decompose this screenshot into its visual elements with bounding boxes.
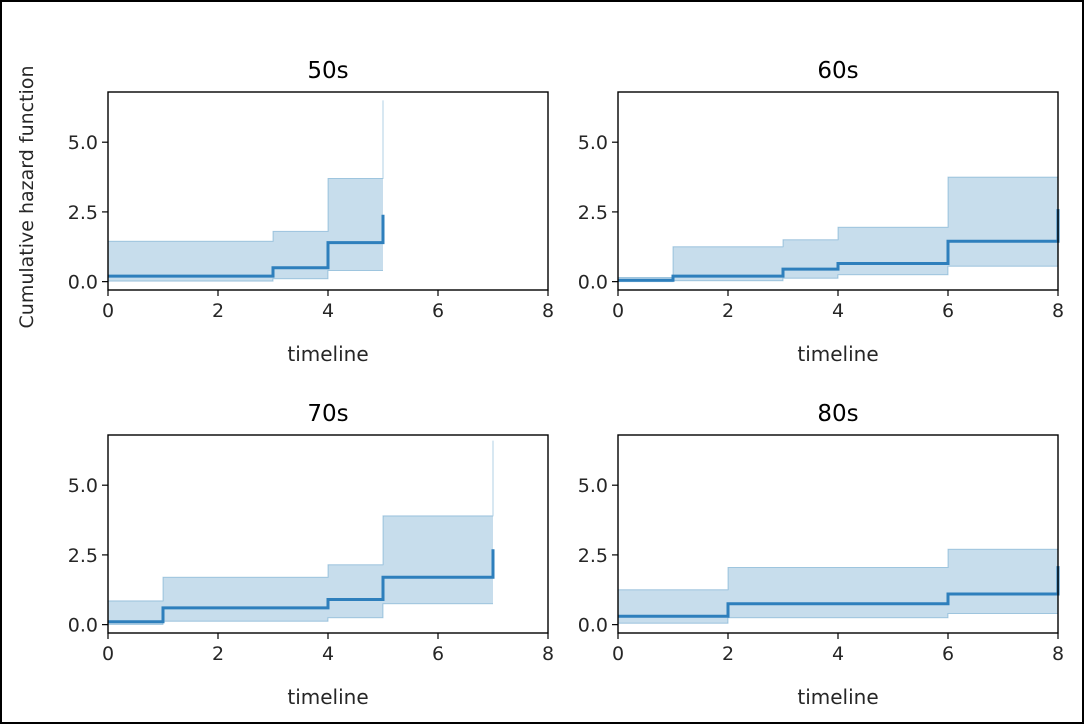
x-tick-label: 4 [322,300,334,322]
subplot-50s: 0 2 4 6 8 0.0 2.5 5.0 50s timeline [68,58,554,366]
x-tick-label: 0 [612,300,624,322]
x-tick-label: 0 [612,643,624,665]
subplot-70s: 0 2 4 6 8 0.0 2.5 5.0 70s timeline [68,401,554,709]
x-tick-label: 6 [432,300,444,322]
x-axis-label: timeline [797,342,878,366]
hazard-line [618,209,1060,282]
subplot-title: 70s [307,401,348,427]
y-tick-label: 0.0 [68,272,98,294]
ci-band [108,100,383,282]
x-tick-label: 4 [832,643,844,665]
subplot-60s: 0 2 4 6 8 0.0 2.5 5.0 60s timeline [578,58,1064,366]
x-tick-label: 8 [542,643,554,665]
x-tick-label: 4 [322,643,334,665]
ci-upper-edge [618,548,1058,591]
y-tick-label: 5.0 [578,132,608,154]
x-axis-label: timeline [287,342,368,366]
x-tick-label: 8 [1052,300,1064,322]
hazard-line [108,549,495,624]
ci-lower-edge [618,613,1058,624]
ci-lower-edge [108,603,493,625]
y-tick-label: 2.5 [68,202,98,224]
x-tick-label: 4 [832,300,844,322]
y-tick-label: 5.0 [68,475,98,497]
x-tick-label: 8 [542,300,554,322]
y-tick-label: 0.0 [578,272,608,294]
subplot-title: 60s [817,58,858,84]
x-tick-label: 6 [942,300,954,322]
x-tick-label: 2 [212,300,224,322]
y-tick-label: 2.5 [578,545,608,567]
hazard-line [108,214,385,278]
subplots: 0 2 4 6 8 0.0 2.5 5.0 50s timeline 0 2 4 6 8 0.0 2.5 5.0 6… [68,58,1064,709]
ci-upper-edge [108,440,494,602]
y-tick-label: 0.0 [578,615,608,637]
x-axis-label: timeline [797,685,878,709]
x-tick-label: 0 [102,300,114,322]
x-tick-label: 2 [722,300,734,322]
y-tick-label: 5.0 [578,475,608,497]
x-tick-label: 6 [942,643,954,665]
y-tick-label: 2.5 [68,545,98,567]
x-axis-label: timeline [287,685,368,709]
y-tick-label: 5.0 [68,132,98,154]
x-tick-label: 6 [432,643,444,665]
subplot-title: 80s [817,401,858,427]
x-tick-label: 0 [102,643,114,665]
ci-upper-edge [108,100,384,242]
y-tick-label: 0.0 [68,615,98,637]
figure-ylabel: Cumulative hazard function [16,66,38,329]
y-tick-label: 2.5 [578,202,608,224]
ci-upper-edge [618,176,1058,278]
subplot-80s: 0 2 4 6 8 0.0 2.5 5.0 80s timeline [578,401,1064,709]
ci-lower-edge [108,270,383,282]
x-tick-label: 8 [1052,643,1064,665]
x-tick-label: 2 [722,643,734,665]
x-tick-label: 2 [212,643,224,665]
subplot-title: 50s [307,58,348,84]
